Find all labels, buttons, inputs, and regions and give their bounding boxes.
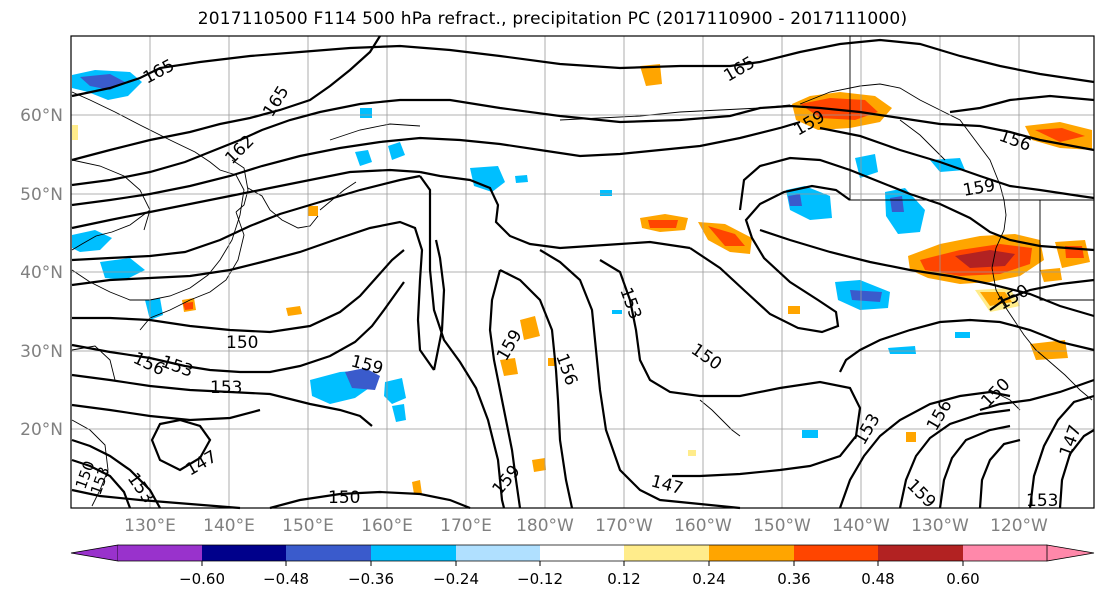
lon-label: 150°W (753, 516, 811, 536)
precip-positive-patches (72, 64, 1092, 494)
contour-label: 150 (328, 488, 360, 508)
colorbar: −0.60 −0.48 −0.36 −0.24 −0.12 0.12 0.24 … (70, 544, 1095, 588)
lon-label: 160°W (674, 516, 732, 536)
lon-label: 180°W (516, 516, 574, 536)
colorbar-tick-label: 0.12 (607, 570, 640, 588)
refractivity-contours (71, 35, 1095, 510)
colorbar-bin (963, 545, 1047, 561)
colorbar-extend-high (1046, 544, 1095, 562)
colorbar-tick-label: 0.24 (692, 570, 725, 588)
colorbar-tick-label: 0.36 (777, 570, 810, 588)
colorbar-tick-label: −0.24 (433, 570, 479, 588)
colorbar-tick-label: 0.60 (946, 570, 979, 588)
coastlines (71, 36, 1094, 507)
colorbar-tick-label: 0.48 (861, 570, 894, 588)
latitude-labels: 60°N 50°N 40°N 30°N 20°N (20, 106, 63, 440)
contour-label: 153 (1026, 491, 1058, 511)
colorbar-bin (878, 545, 963, 561)
colorbar-bin (286, 545, 371, 561)
contour-label: 150 (226, 333, 258, 353)
colorbar-tick-label: −0.36 (348, 570, 394, 588)
colorbar-bin (371, 545, 456, 561)
colorbar-bin (118, 545, 202, 561)
contour-label: 153 (210, 378, 242, 398)
lon-label: 130°W (911, 516, 969, 536)
colorbar-bin (794, 545, 878, 561)
map-frame (70, 35, 1095, 509)
lat-label: 40°N (20, 263, 63, 283)
precip-negative-patches (72, 70, 970, 438)
lat-label: 60°N (20, 106, 63, 126)
lon-label: 170°W (595, 516, 653, 536)
colorbar-ticks (201, 561, 964, 566)
colorbar-bin (540, 545, 624, 561)
lon-label: 130°E (124, 516, 176, 536)
colorbar-tick-label: −0.48 (263, 570, 309, 588)
colorbar-bin (456, 545, 540, 561)
colorbar-bin (202, 545, 286, 561)
colorbar-tick-label: −0.12 (517, 570, 563, 588)
colorbar-tick-label: −0.60 (179, 570, 225, 588)
map-title-container: 2017110500 F114 500 hPa refract., precip… (0, 0, 1105, 34)
lat-label: 30°N (20, 342, 63, 362)
lon-label: 120°W (990, 516, 1048, 536)
colorbar-bin (709, 545, 794, 561)
lat-label: 20°N (20, 420, 63, 440)
colorbar-extend-low (70, 544, 119, 562)
lon-label: 170°E (440, 516, 492, 536)
lon-label: 140°W (832, 516, 890, 536)
lon-label: 160°E (361, 516, 413, 536)
colorbar-tick-labels: −0.60 −0.48 −0.36 −0.24 −0.12 0.12 0.24 … (179, 570, 980, 588)
lon-label: 140°E (203, 516, 255, 536)
colorbar-bin (624, 545, 709, 561)
lat-label: 50°N (20, 185, 63, 205)
lon-label: 150°E (282, 516, 334, 536)
longitude-labels: 130°E 140°E 150°E 160°E 170°E 180°W 170°… (124, 516, 1048, 536)
map-title: 2017110500 F114 500 hPa refract., precip… (197, 9, 908, 29)
